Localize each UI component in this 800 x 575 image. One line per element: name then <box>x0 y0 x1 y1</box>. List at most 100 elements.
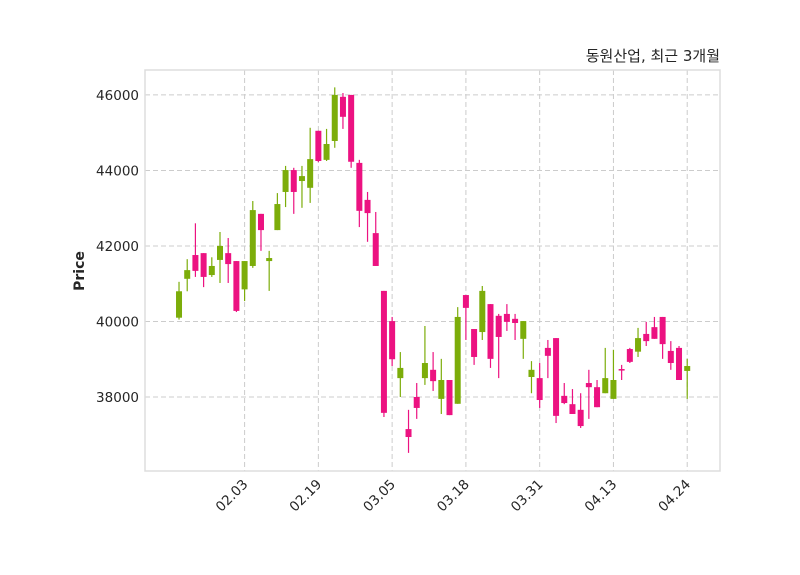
candle <box>635 327 642 357</box>
candle-body <box>561 395 568 404</box>
y-tick-label: 40000 <box>96 314 139 330</box>
x-tick-label: 03.31 <box>508 477 547 516</box>
candle <box>667 341 674 370</box>
candle-body <box>544 347 551 356</box>
candle-body <box>249 210 256 266</box>
candle <box>462 295 469 340</box>
candle <box>315 130 322 163</box>
candle <box>553 338 560 424</box>
candle <box>512 313 519 340</box>
candle-body <box>667 350 674 364</box>
candle-body <box>446 380 453 416</box>
candle <box>348 94 355 168</box>
candle-body <box>274 204 281 231</box>
candle <box>618 364 625 381</box>
candle <box>487 304 494 368</box>
y-tick-label: 38000 <box>96 390 139 406</box>
candle-body <box>298 176 305 182</box>
candle <box>225 238 232 283</box>
candle <box>602 347 609 394</box>
x-tick-label: 04.24 <box>655 477 694 516</box>
candle-body <box>610 380 617 399</box>
candle <box>323 128 330 161</box>
candle <box>651 316 658 339</box>
candle-body <box>397 367 404 379</box>
candle <box>389 316 396 367</box>
candle <box>339 93 346 129</box>
candle-body <box>233 261 240 311</box>
candle-body <box>208 265 215 276</box>
candle <box>454 307 461 404</box>
candle-body <box>651 327 658 339</box>
candle <box>643 321 650 347</box>
candle-body <box>602 378 609 394</box>
candle <box>372 211 379 266</box>
candle-body <box>676 347 683 381</box>
candle-body <box>618 369 625 371</box>
candle <box>257 213 264 251</box>
candle-body <box>257 213 264 231</box>
candle <box>184 259 191 292</box>
candle-body <box>176 291 183 318</box>
candle-body <box>331 94 338 141</box>
candle-body <box>635 338 642 352</box>
candle-body <box>339 96 346 117</box>
candle-body <box>192 255 199 271</box>
candle-body <box>405 429 412 438</box>
candle <box>282 165 289 208</box>
candle-body <box>512 318 519 323</box>
candle-body <box>364 199 371 214</box>
candle-body <box>389 321 396 360</box>
candle-body <box>323 144 330 160</box>
candle <box>626 347 633 364</box>
candle-body <box>553 338 560 416</box>
candle <box>569 389 576 414</box>
candle <box>421 326 428 385</box>
candle <box>397 352 404 397</box>
candle-body <box>643 333 650 342</box>
y-axis: 38000 40000 42000 44000 46000 <box>96 88 139 406</box>
y-axis-label: Price <box>72 251 88 291</box>
candle <box>585 369 592 419</box>
candle-body <box>438 380 445 399</box>
candle-body <box>266 258 273 262</box>
candle-body <box>569 404 576 414</box>
candle <box>495 313 502 379</box>
candle-body <box>348 94 355 162</box>
candle <box>290 167 297 214</box>
x-tick-label: 02.19 <box>287 477 326 516</box>
candle-body <box>462 295 469 308</box>
candle-body <box>495 315 502 337</box>
candle <box>413 383 420 419</box>
candle-body <box>380 290 387 413</box>
candle-body <box>307 159 314 188</box>
candle-body <box>290 170 297 192</box>
candle <box>659 316 666 359</box>
candle <box>298 165 305 208</box>
candle <box>380 290 387 418</box>
candle <box>594 380 601 408</box>
candle <box>356 159 363 228</box>
candle <box>274 193 281 231</box>
candle <box>577 393 584 428</box>
candle <box>249 201 256 268</box>
candle <box>520 321 527 359</box>
chart-title: 동원산업, 최근 3개월 <box>586 47 720 65</box>
candle-body <box>225 253 232 265</box>
candle-body <box>585 383 592 388</box>
candle <box>561 383 568 405</box>
candle-body <box>241 261 248 290</box>
candle <box>503 304 510 331</box>
candle-body <box>684 366 691 371</box>
candle <box>176 281 183 320</box>
candle-body <box>594 387 601 408</box>
candle-body <box>626 349 633 362</box>
candle <box>192 223 199 277</box>
candles <box>176 87 691 453</box>
candle <box>266 250 273 291</box>
y-tick-label: 44000 <box>96 163 139 179</box>
candle <box>307 127 314 203</box>
candle-body <box>421 363 428 379</box>
candle <box>610 349 617 399</box>
